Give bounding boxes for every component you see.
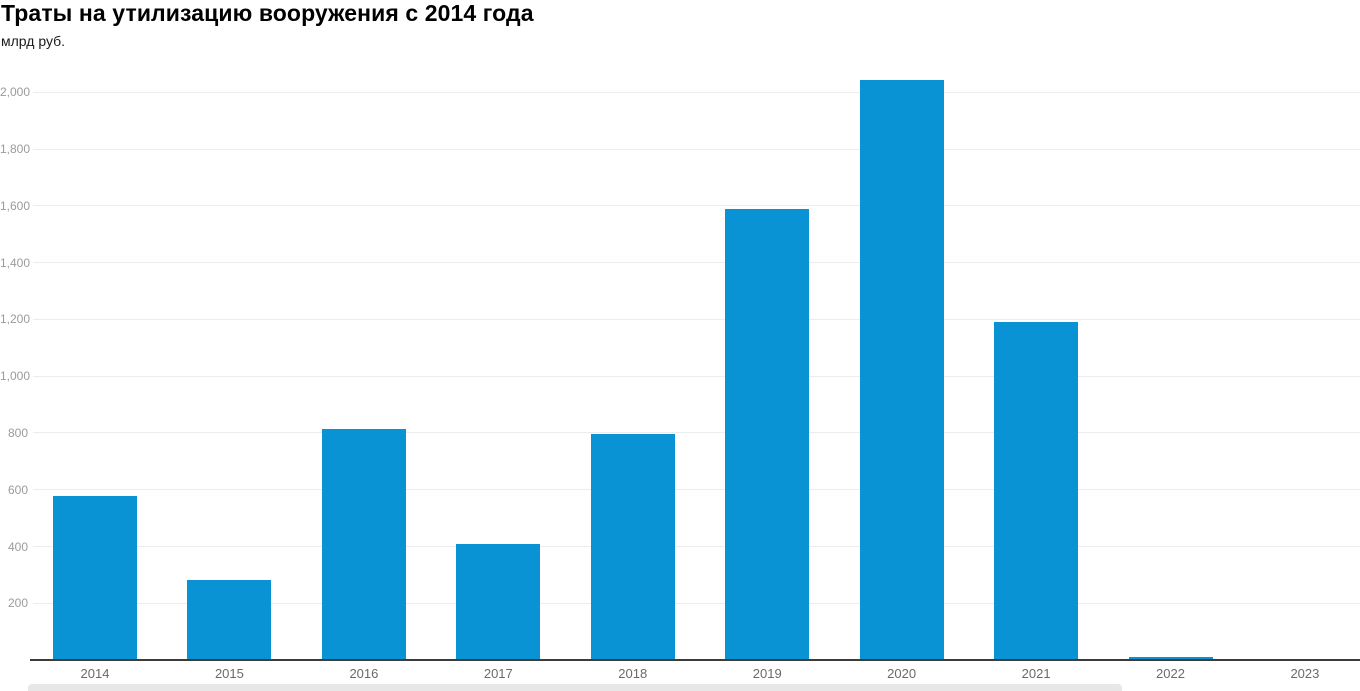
x-axis-tick-label-2016: 2016 bbox=[349, 666, 379, 681]
y-axis-tick-label: 1,200 bbox=[0, 312, 31, 327]
y-axis-tick-label: 1,800 bbox=[0, 142, 31, 157]
gridline-1,200 bbox=[33, 318, 1360, 320]
y-axis-tick-label: 800 bbox=[7, 425, 28, 440]
x-axis-tick-label-2019: 2019 bbox=[752, 666, 782, 681]
chart-unit-label: млрд руб. bbox=[1, 33, 66, 49]
y-axis-tick-label: 1,400 bbox=[0, 255, 31, 270]
bar-2022[interactable] bbox=[1128, 657, 1213, 660]
y-axis-tick-label: 200 bbox=[7, 596, 28, 611]
x-axis-tick-label-2017: 2017 bbox=[483, 666, 513, 681]
x-axis-tick-label-2018: 2018 bbox=[618, 666, 648, 681]
horizontal-scrollbar-thumb[interactable] bbox=[28, 684, 1122, 691]
x-axis-line bbox=[30, 659, 1360, 661]
bar-2018[interactable] bbox=[590, 434, 675, 660]
gridline-400 bbox=[33, 546, 1360, 547]
bar-2017[interactable] bbox=[456, 544, 541, 660]
bar-2019[interactable] bbox=[725, 208, 810, 660]
y-axis-tick-label: 600 bbox=[7, 482, 28, 497]
bar-2016[interactable] bbox=[321, 429, 406, 660]
y-axis-tick-label: 2,000 bbox=[0, 85, 31, 100]
gridline-2,000 bbox=[33, 91, 1360, 93]
gridline-800 bbox=[33, 432, 1360, 434]
y-axis-tick-label: 400 bbox=[7, 539, 28, 554]
x-axis-tick-label-2022: 2022 bbox=[1156, 666, 1185, 681]
bar-2014[interactable] bbox=[53, 495, 137, 660]
gridline-200 bbox=[33, 602, 1360, 604]
gridline-1,800 bbox=[33, 148, 1360, 150]
gridline-1,400 bbox=[33, 262, 1360, 264]
bar-2021[interactable] bbox=[994, 322, 1079, 660]
x-axis-tick-label-2015: 2015 bbox=[214, 666, 244, 681]
gridline-1,600 bbox=[33, 205, 1360, 207]
x-axis-tick-label-2014: 2014 bbox=[80, 666, 110, 681]
x-axis-tick-label-2023: 2023 bbox=[1290, 666, 1320, 681]
chart-title: Траты на утилизацию вооружения с 2014 го… bbox=[1, 0, 534, 26]
x-axis-tick-label-2021: 2021 bbox=[1021, 666, 1051, 681]
bar-2020[interactable] bbox=[859, 79, 944, 660]
x-axis-tick-label-2020: 2020 bbox=[887, 666, 917, 681]
gridline-600 bbox=[33, 489, 1360, 491]
gridline-1,000 bbox=[33, 375, 1360, 377]
y-axis-tick-label: 1,600 bbox=[0, 198, 31, 213]
y-axis-tick-label: 1,000 bbox=[0, 369, 31, 384]
bar-2015[interactable] bbox=[187, 579, 272, 660]
